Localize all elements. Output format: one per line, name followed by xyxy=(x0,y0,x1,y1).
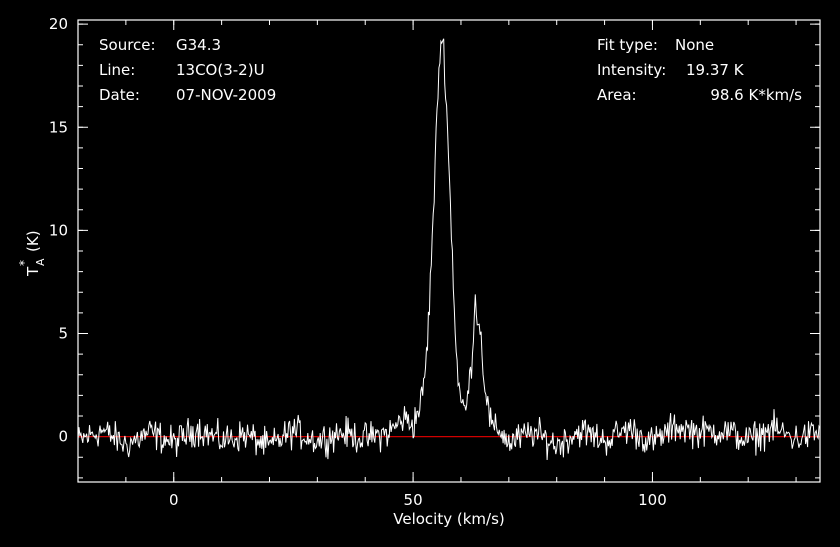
fit-type-value: None xyxy=(675,36,714,54)
tick-labels: 0 50 100 0 5 10 15 20 xyxy=(49,15,667,509)
date-label: Date: xyxy=(99,86,140,104)
x-tick-label: 50 xyxy=(404,491,423,509)
y-tick-label: 5 xyxy=(58,325,68,343)
x-tick-label: 100 xyxy=(638,491,667,509)
line-value: 13CO(3-2)U xyxy=(176,61,265,79)
date-value: 07-NOV-2009 xyxy=(176,86,276,104)
y-tick-label: 20 xyxy=(49,15,68,33)
y-tick-label: 0 xyxy=(58,428,68,446)
source-value: G34.3 xyxy=(176,36,221,54)
y-tick-label: 15 xyxy=(49,118,68,136)
plot-frame xyxy=(77,19,821,483)
area-label: Area: xyxy=(597,86,637,104)
intensity-value: 19.37 K xyxy=(686,61,745,79)
y-axis-label-sub: A xyxy=(34,258,47,266)
y-axis-label-unit: (K) xyxy=(24,230,42,252)
x-tick-label: 0 xyxy=(169,491,179,509)
y-axis-label-main: T xyxy=(24,266,42,277)
x-axis-label: Velocity (km/s) xyxy=(393,510,504,528)
fit-type-label: Fit type: xyxy=(597,36,658,54)
y-axis-label: T * A (K) xyxy=(17,230,47,277)
line-label: Line: xyxy=(99,61,135,79)
y-tick-label: 10 xyxy=(49,221,68,239)
source-label: Source: xyxy=(99,36,156,54)
y-axis-label-sup: * xyxy=(17,260,31,266)
spectrum-series-line xyxy=(77,38,821,461)
intensity-label: Intensity: xyxy=(597,61,666,79)
area-value: 98.6 K*km/s xyxy=(710,86,802,104)
